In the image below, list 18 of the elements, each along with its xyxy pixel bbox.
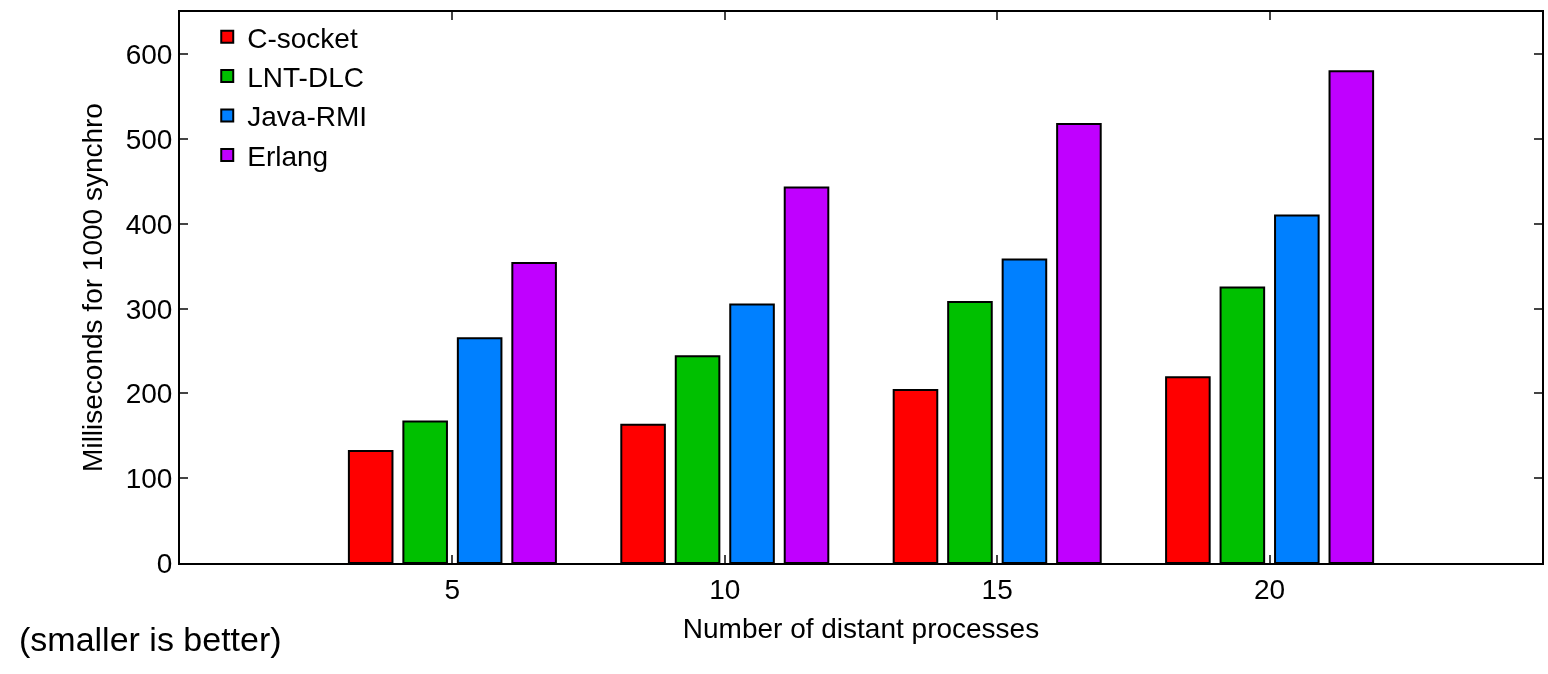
legend-label: Java-RMI	[247, 101, 368, 133]
legend-label: LNT-DLC	[247, 62, 364, 94]
y-tick-label: 400	[125, 208, 173, 240]
x-tick-label: 15	[981, 573, 1013, 605]
x-tick-label: 20	[1254, 573, 1286, 605]
text: (smaller is better)	[19, 620, 282, 658]
y-tick-label: 600	[125, 39, 173, 71]
y-tick-label: 200	[125, 378, 173, 410]
y-tick-label: 100	[125, 463, 173, 495]
y-axis-title: Milliseconds for 1000 synchro	[76, 103, 108, 472]
x-tick-label: 5	[444, 573, 461, 605]
x-tick-label: 10	[709, 573, 741, 605]
x-axis-title: Number of distant processes	[682, 613, 1040, 645]
y-tick-label: 300	[125, 293, 173, 325]
legend-label: C-socket	[247, 22, 358, 54]
y-tick-label: 0	[156, 547, 173, 579]
legend-label: Erlang	[247, 140, 329, 172]
y-tick-label: 500	[125, 123, 173, 155]
